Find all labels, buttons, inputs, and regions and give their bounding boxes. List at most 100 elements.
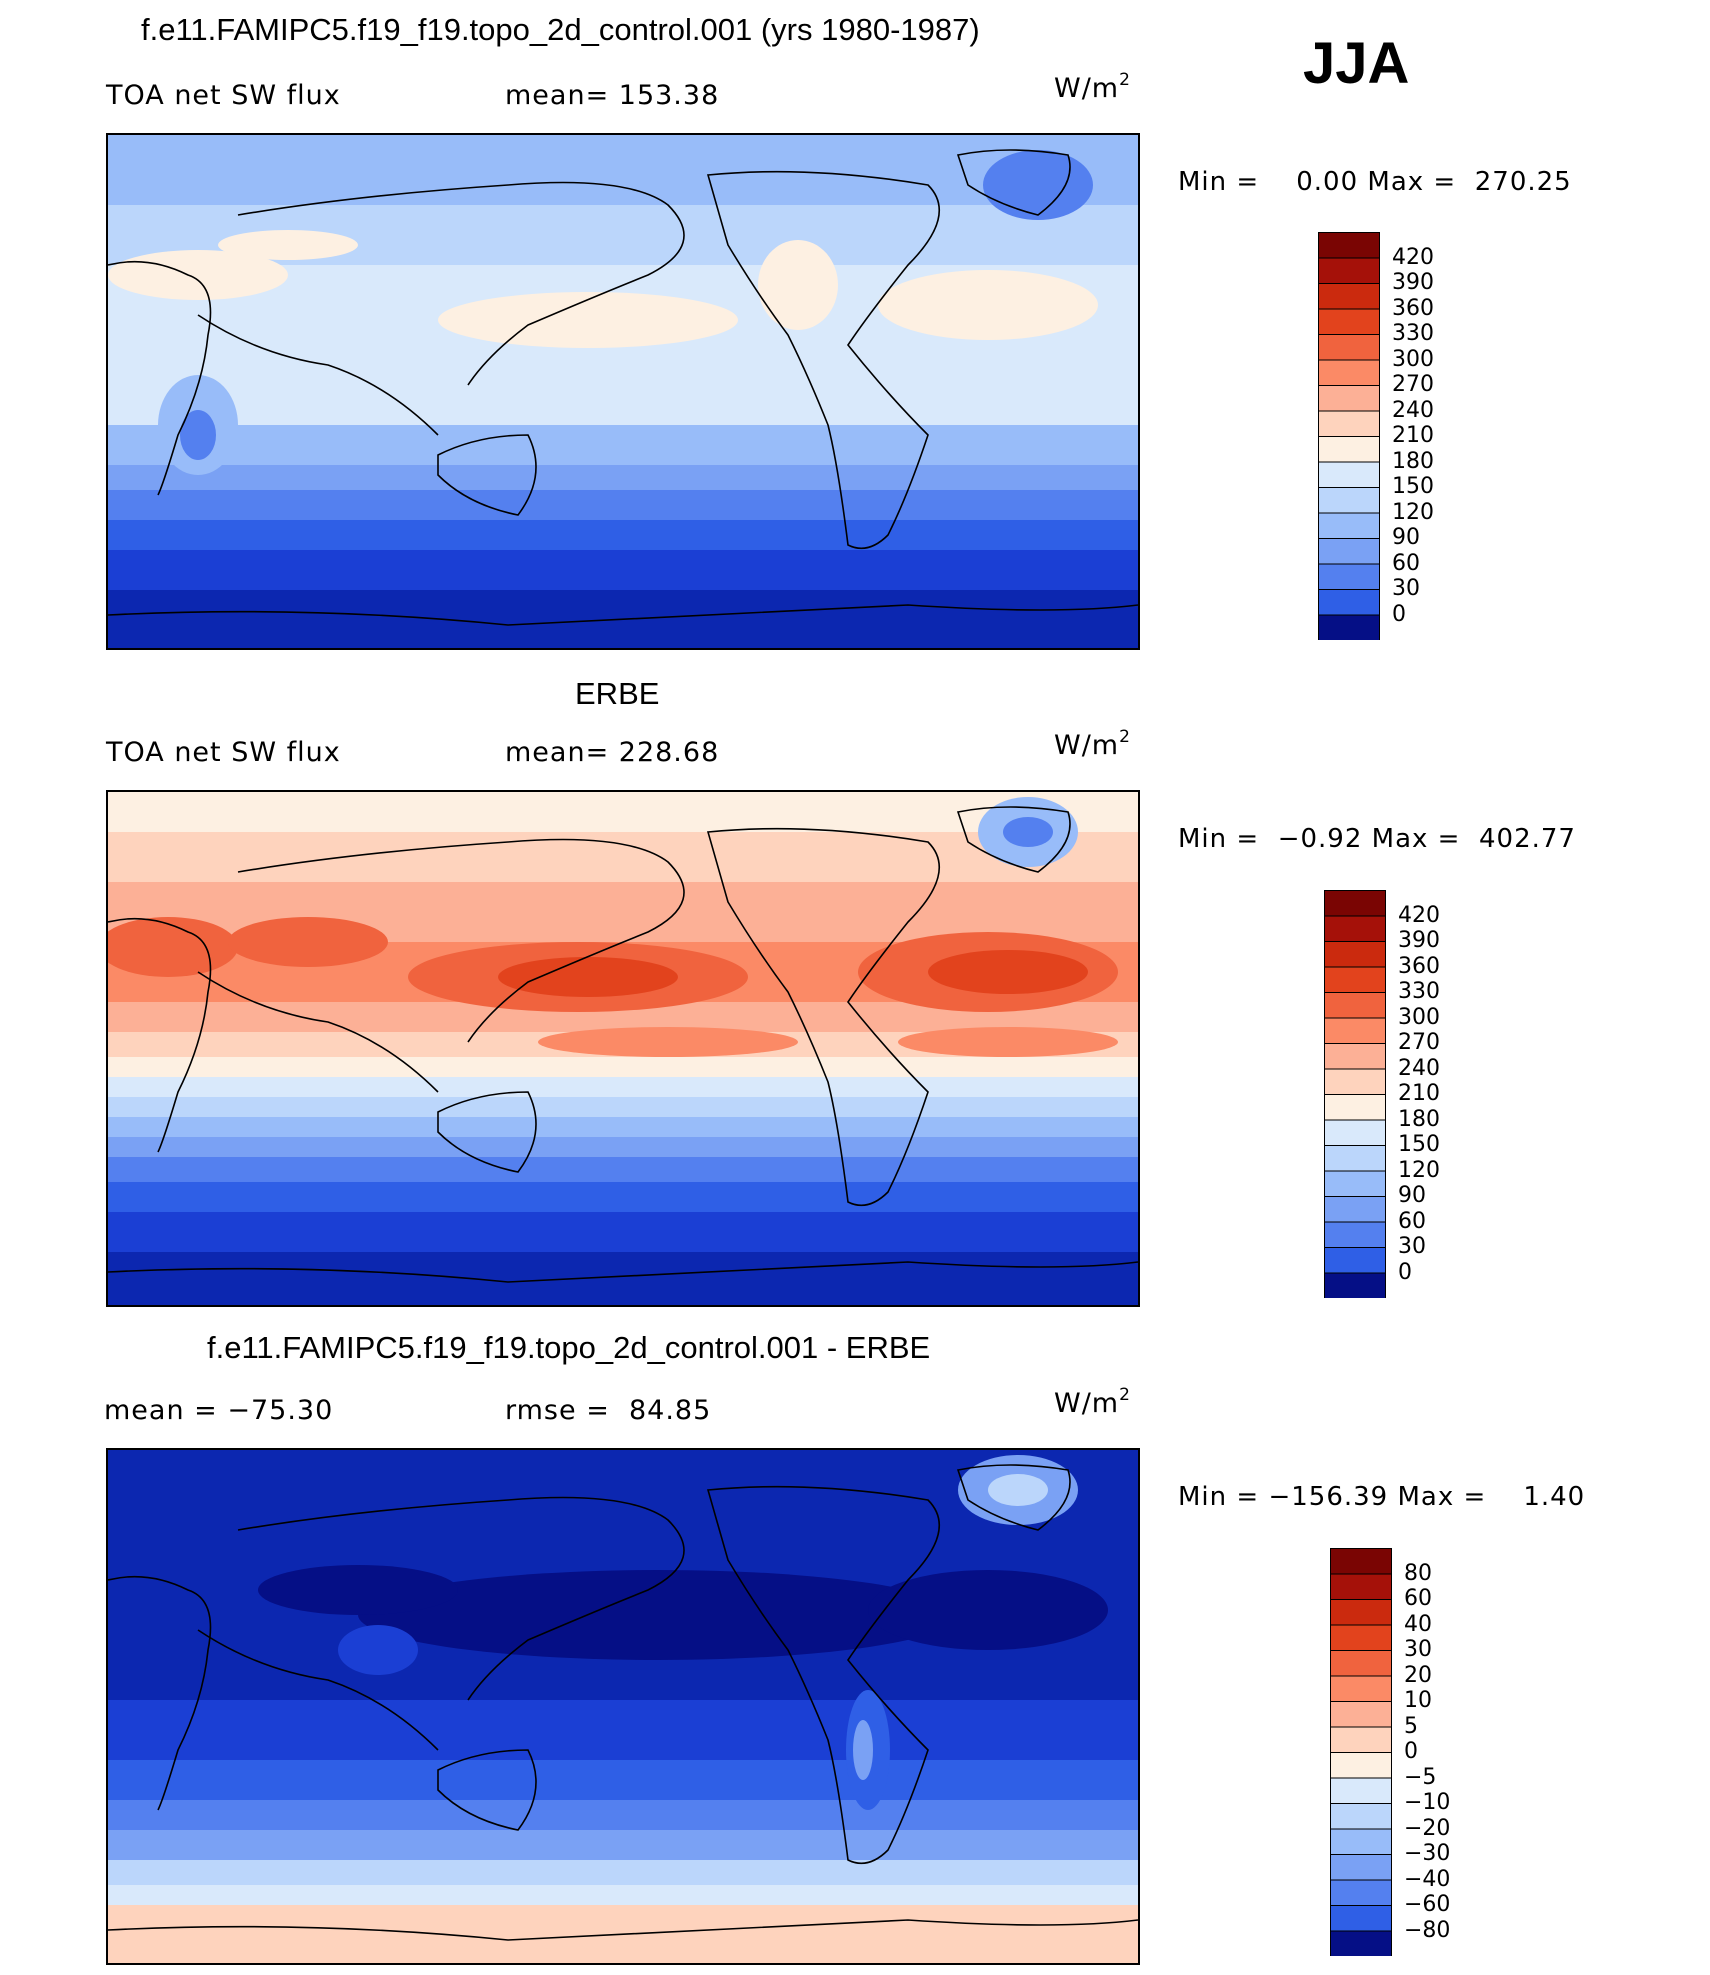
colorbar-swatch bbox=[1318, 538, 1380, 565]
panel2-map-svg bbox=[108, 792, 1138, 1305]
colorbar-tick-label: 40 bbox=[1404, 1611, 1432, 1637]
panel1-map-svg bbox=[108, 135, 1138, 648]
colorbar-tick-label: 210 bbox=[1392, 423, 1434, 448]
colorbar-swatch bbox=[1330, 1675, 1392, 1702]
coast-line bbox=[706, 170, 941, 550]
colorbar-tick-label: 240 bbox=[1398, 1055, 1440, 1081]
band bbox=[108, 1860, 1138, 1885]
colorbar-swatch bbox=[1318, 410, 1380, 437]
colorbar-tick-label: 420 bbox=[1392, 244, 1434, 270]
panel3-units: W/m2 bbox=[1054, 1385, 1131, 1419]
colorbar-swatch bbox=[1324, 941, 1386, 968]
colorbar-tick-label: 300 bbox=[1392, 346, 1434, 372]
band bbox=[108, 1097, 1138, 1117]
colorbar-tick-label: 30 bbox=[1392, 576, 1420, 601]
coast-line bbox=[237, 1496, 685, 1701]
patch bbox=[758, 240, 838, 330]
patch bbox=[338, 1625, 418, 1675]
panel1-mean-label: mean= 153.38 bbox=[505, 80, 720, 111]
patch bbox=[108, 917, 238, 977]
colorbar-swatch bbox=[1330, 1624, 1392, 1651]
colorbar-swatch bbox=[1330, 1548, 1392, 1575]
band bbox=[108, 520, 1138, 550]
panel3-rmse-label: rmse = 84.85 bbox=[505, 1395, 712, 1426]
coast-line bbox=[108, 260, 212, 496]
band bbox=[108, 1057, 1138, 1077]
colorbar-swatch bbox=[1318, 334, 1380, 361]
colorbar-tick-label: 5 bbox=[1404, 1713, 1418, 1739]
coast-line bbox=[108, 604, 1138, 626]
coast-line bbox=[197, 971, 439, 1093]
band bbox=[108, 1700, 1138, 1760]
colorbar-swatch bbox=[1330, 1650, 1392, 1677]
patch bbox=[218, 230, 358, 260]
coast-line bbox=[706, 827, 941, 1207]
colorbar-swatch bbox=[1330, 1905, 1392, 1932]
coast-line bbox=[706, 1485, 941, 1865]
patch bbox=[928, 950, 1088, 994]
coast-line bbox=[108, 917, 212, 1153]
colorbar-tick-label: 0 bbox=[1404, 1739, 1418, 1764]
band bbox=[108, 792, 1138, 832]
colorbar-swatch bbox=[1330, 1803, 1392, 1830]
band bbox=[108, 425, 1138, 465]
colorbar-swatch bbox=[1330, 1573, 1392, 1600]
colorbar-svg bbox=[1324, 890, 1386, 1298]
colorbar-swatch bbox=[1330, 1930, 1392, 1956]
panel1-variable-label: TOA net SW flux bbox=[106, 80, 341, 111]
colorbar-tick-label: −80 bbox=[1404, 1917, 1451, 1943]
coast-line bbox=[237, 838, 685, 1043]
colorbar-tick-label: 270 bbox=[1398, 1030, 1440, 1055]
colorbar-tick-label: 60 bbox=[1398, 1208, 1426, 1234]
patch bbox=[180, 410, 216, 460]
colorbar-swatch bbox=[1324, 1170, 1386, 1197]
colorbar-tick-label: −60 bbox=[1404, 1892, 1451, 1917]
colorbar-swatch bbox=[1318, 614, 1380, 640]
colorbar-tick-label: −40 bbox=[1404, 1866, 1451, 1892]
colorbar-swatch bbox=[1330, 1726, 1392, 1753]
coast-line bbox=[197, 314, 439, 436]
band bbox=[108, 1885, 1138, 1905]
colorbar-tick-label: 210 bbox=[1398, 1081, 1440, 1106]
panel2-mean-label: mean= 228.68 bbox=[505, 737, 720, 768]
colorbar-tick-label: 150 bbox=[1398, 1132, 1440, 1157]
colorbar-tick-label: 0 bbox=[1392, 601, 1406, 627]
panel2-units: W/m2 bbox=[1054, 727, 1131, 761]
coast-line bbox=[956, 806, 1071, 873]
colorbar-tick-label: −30 bbox=[1404, 1841, 1451, 1866]
colorbar-swatch bbox=[1330, 1828, 1392, 1855]
band bbox=[108, 1830, 1138, 1860]
coast-line bbox=[437, 434, 537, 516]
colorbar-tick-label: −5 bbox=[1404, 1764, 1437, 1790]
colorbar-tick-label: 90 bbox=[1398, 1183, 1426, 1208]
patch bbox=[983, 150, 1093, 220]
colorbar-swatch bbox=[1330, 1879, 1392, 1906]
colorbar-tick-label: 300 bbox=[1398, 1004, 1440, 1030]
band bbox=[108, 465, 1138, 490]
colorbar-tick-label: 150 bbox=[1392, 474, 1434, 499]
band bbox=[108, 490, 1138, 520]
colorbar-swatch bbox=[1324, 1145, 1386, 1172]
colorbar-tick-label: 330 bbox=[1398, 979, 1440, 1004]
coast-line bbox=[197, 1629, 439, 1751]
colorbar-swatch bbox=[1324, 1017, 1386, 1044]
coast-line bbox=[437, 1749, 537, 1831]
patch bbox=[868, 1570, 1108, 1650]
panel3-title: f.e11.FAMIPC5.f19_f19.topo_2d_control.00… bbox=[207, 1330, 931, 1365]
band bbox=[108, 1182, 1138, 1212]
colorbar-tick-label: 90 bbox=[1392, 525, 1420, 550]
colorbar-swatch bbox=[1330, 1752, 1392, 1779]
colorbar-swatch bbox=[1324, 915, 1386, 942]
patch bbox=[228, 917, 388, 967]
panel3-minmax: Min = −156.39 Max = 1.40 bbox=[1178, 1482, 1586, 1512]
colorbar-swatch bbox=[1324, 1119, 1386, 1146]
colorbar-tick-label: 180 bbox=[1398, 1106, 1440, 1132]
colorbar-tick-label: 120 bbox=[1392, 499, 1434, 525]
colorbar-swatch bbox=[1324, 1221, 1386, 1248]
colorbar-swatch bbox=[1330, 1777, 1392, 1804]
colorbar-tick-label: −20 bbox=[1404, 1815, 1451, 1841]
season-label: JJA bbox=[1303, 31, 1410, 96]
colorbar-swatch bbox=[1324, 890, 1386, 917]
patch bbox=[853, 1720, 873, 1780]
colorbar-tick-label: 10 bbox=[1404, 1688, 1432, 1713]
